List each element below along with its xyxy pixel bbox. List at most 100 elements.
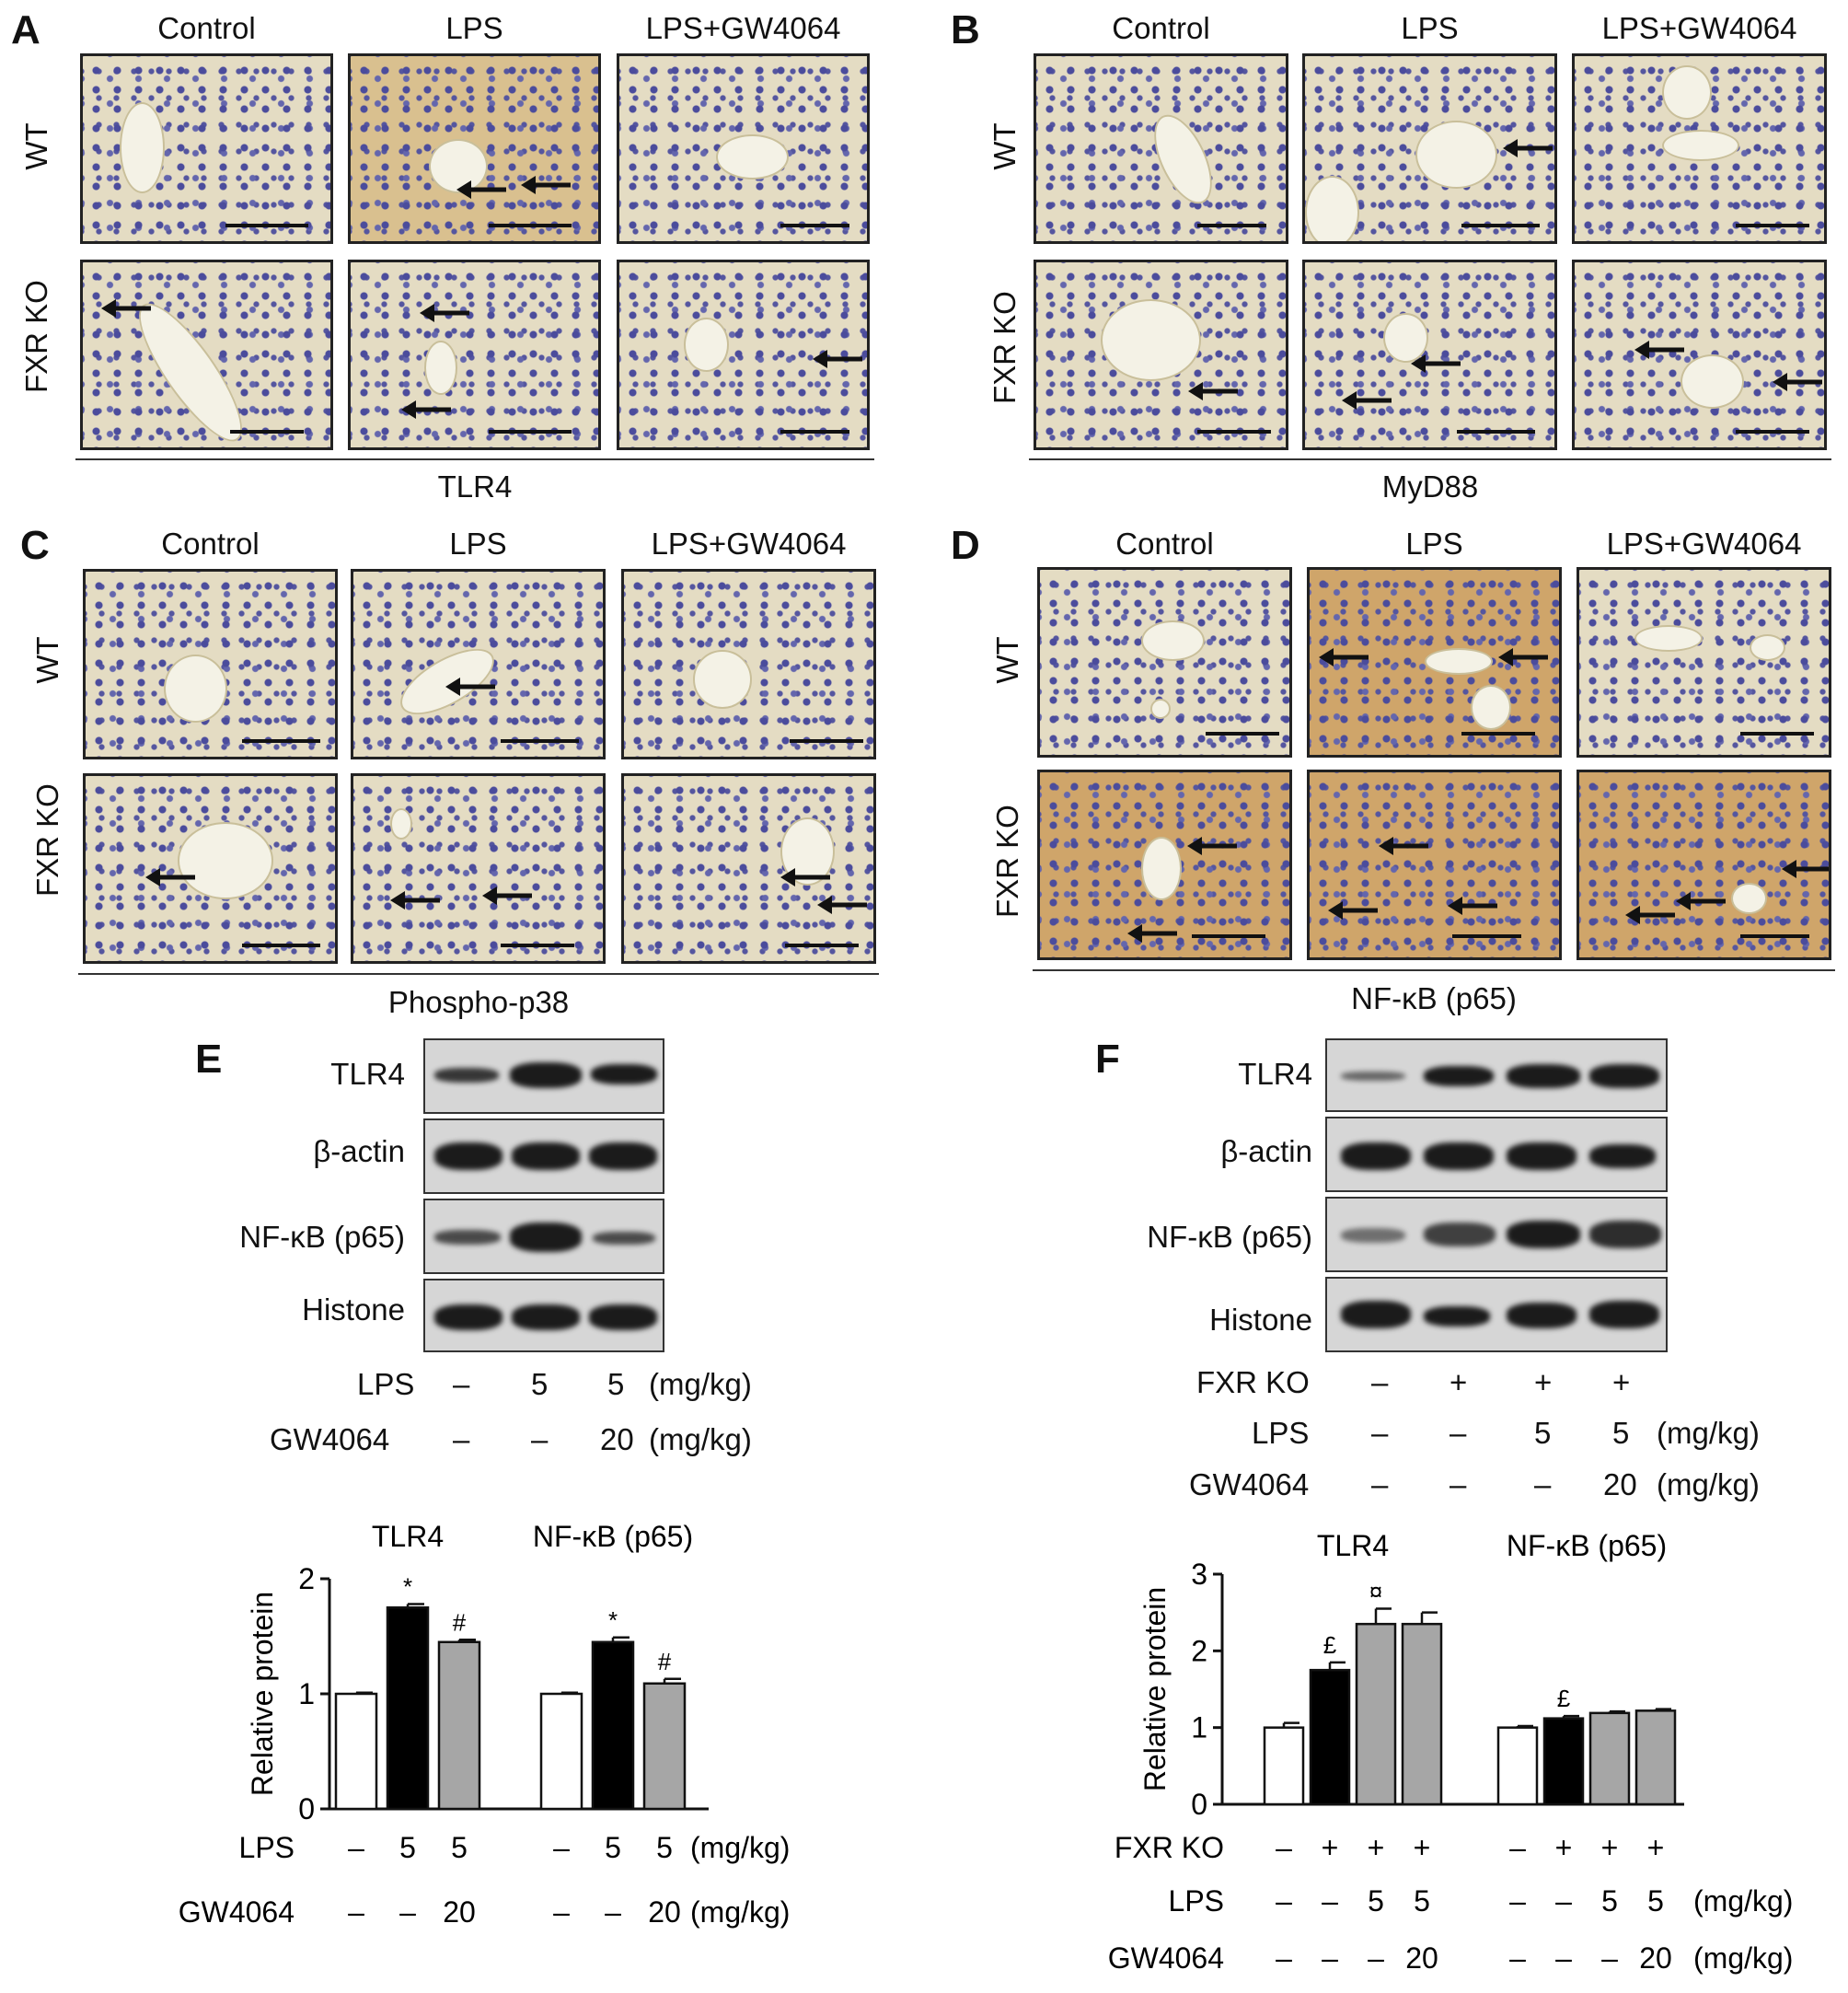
micrograph-d-fxrko-lps	[1307, 770, 1562, 960]
blot-f-gw-4: 20	[1603, 1467, 1637, 1501]
panel-a-divider	[75, 458, 874, 460]
micrograph-c-fxrko-lps	[351, 773, 606, 964]
bar	[539, 1692, 583, 1811]
column-title-lps-gw4064: LPS+GW4064	[645, 11, 841, 45]
arrow-icon	[1127, 924, 1177, 943]
y-tick-label: 2	[1191, 1634, 1207, 1667]
condition-value: 5	[656, 1831, 673, 1864]
condition-value: 5	[1601, 1884, 1618, 1918]
arrow-icon	[1503, 139, 1553, 157]
arrow-icon	[456, 180, 506, 199]
blot-label-beta-actin: β-actin	[1220, 1134, 1312, 1168]
micrograph-d-wt-lps	[1307, 567, 1562, 758]
arrow-icon	[390, 891, 440, 910]
column-title-lps-gw4064: LPS+GW4064	[1606, 527, 1802, 561]
condition-label: LPS	[239, 1831, 295, 1864]
condition-value: 5	[605, 1831, 621, 1864]
blot-e-gw-2: –	[531, 1422, 549, 1456]
blot-f-tlr4	[1325, 1038, 1668, 1112]
row-title-fxr-ko: FXR KO	[19, 280, 53, 393]
micrograph-d-fxrko-control	[1037, 770, 1292, 960]
arrow-icon	[1448, 897, 1497, 915]
blot-f-fxr-1: –	[1371, 1365, 1389, 1399]
group-title: NF-κB (p65)	[533, 1520, 693, 1553]
micrograph-d-wt-control	[1037, 567, 1292, 758]
chart-e-relative-protein: 0 1 2 Relative protein TLR4 – – * 5 – #5 20 NF-κB (p…	[179, 1520, 791, 1929]
y-tick-label: 0	[1191, 1788, 1207, 1821]
condition-value: 20	[443, 1895, 476, 1929]
column-title-lps: LPS	[1401, 11, 1459, 45]
condition-value: –	[1368, 1941, 1384, 1975]
bar	[1263, 1726, 1305, 1806]
arrow-icon	[1634, 341, 1684, 359]
panel-label-e: E	[195, 1037, 223, 1082]
panel-label-a: A	[11, 7, 40, 52]
condition-unit: (mg/kg)	[690, 1895, 790, 1929]
arrow-icon	[813, 350, 862, 368]
condition-value: –	[1322, 1884, 1338, 1918]
panel-label-f: F	[1095, 1037, 1120, 1082]
row-title-wt: WT	[990, 636, 1024, 684]
condition-value: –	[1322, 1941, 1338, 1975]
arrow-icon	[780, 868, 830, 886]
micrograph-b-fxrko-lps-gw4064	[1572, 260, 1827, 450]
micrograph-c-fxrko-lps-gw4064	[621, 773, 876, 964]
condition-value: 5	[1647, 1884, 1664, 1918]
micrograph-b-wt-control	[1034, 53, 1288, 244]
bar	[1401, 1622, 1443, 1806]
blot-label-nfkb-p65: NF-κB (p65)	[1147, 1220, 1312, 1254]
column-title-control: Control	[1115, 527, 1214, 561]
micrograph-b-fxrko-control	[1034, 260, 1288, 450]
significance-mark: *	[608, 1606, 618, 1634]
blot-f-beta-actin	[1325, 1117, 1668, 1192]
blot-f-fxr-label: FXR KO	[1196, 1365, 1310, 1399]
blot-e-lps-unit: (mg/kg)	[649, 1367, 752, 1401]
condition-value: –	[1555, 1941, 1572, 1975]
arrow-icon	[482, 886, 532, 905]
condition-value: –	[1276, 1831, 1292, 1864]
blot-label-nfkb-p65: NF-κB (p65)	[239, 1220, 405, 1254]
condition-value: 5	[1414, 1884, 1430, 1918]
blot-e-gw-3: 20	[600, 1422, 634, 1456]
blot-f-fxr-3: +	[1534, 1365, 1553, 1399]
bar	[386, 1606, 430, 1811]
bar	[642, 1682, 687, 1811]
row-title-wt: WT	[988, 122, 1022, 170]
blot-e-lps-3: 5	[607, 1367, 625, 1401]
bar	[1634, 1709, 1677, 1806]
condition-value: 20	[1639, 1941, 1672, 1975]
blot-f-gw-1: –	[1371, 1467, 1389, 1501]
micrograph-a-wt-lps	[348, 53, 601, 244]
micrograph-c-wt-control	[83, 569, 338, 759]
y-tick-label: 2	[298, 1562, 315, 1595]
y-axis-label: Relative protein	[246, 1592, 279, 1796]
arrow-icon	[420, 304, 469, 322]
panel-c-marker-label: Phospho-p38	[387, 985, 570, 1019]
arrow-icon	[1188, 382, 1238, 400]
bar	[1588, 1711, 1631, 1806]
panel-a-marker-label: TLR4	[437, 469, 513, 504]
condition-unit: (mg/kg)	[690, 1831, 790, 1864]
panel-b-divider	[1029, 458, 1831, 460]
condition-value: +	[1368, 1831, 1385, 1864]
significance-mark: #	[658, 1648, 672, 1675]
arrow-icon	[1773, 373, 1822, 391]
significance-mark: *	[403, 1573, 412, 1601]
y-tick-label: 0	[298, 1792, 315, 1825]
condition-value: –	[1509, 1941, 1526, 1975]
blot-f-histone	[1325, 1277, 1668, 1352]
blot-e-tlr4	[423, 1038, 664, 1114]
bar	[1309, 1668, 1351, 1806]
condition-value: +	[1601, 1831, 1619, 1864]
panel-label-c: C	[20, 523, 50, 568]
panel-c-divider	[78, 973, 879, 975]
condition-label: GW4064	[1108, 1941, 1224, 1975]
condition-value: +	[1647, 1831, 1665, 1864]
blot-f-fxr-4: +	[1612, 1365, 1631, 1399]
arrow-icon	[1342, 391, 1392, 410]
micrograph-a-fxrko-lps-gw4064	[617, 260, 870, 450]
condition-value: –	[1509, 1884, 1526, 1918]
column-title-lps-gw4064: LPS+GW4064	[651, 527, 847, 561]
condition-value: 5	[399, 1831, 416, 1864]
